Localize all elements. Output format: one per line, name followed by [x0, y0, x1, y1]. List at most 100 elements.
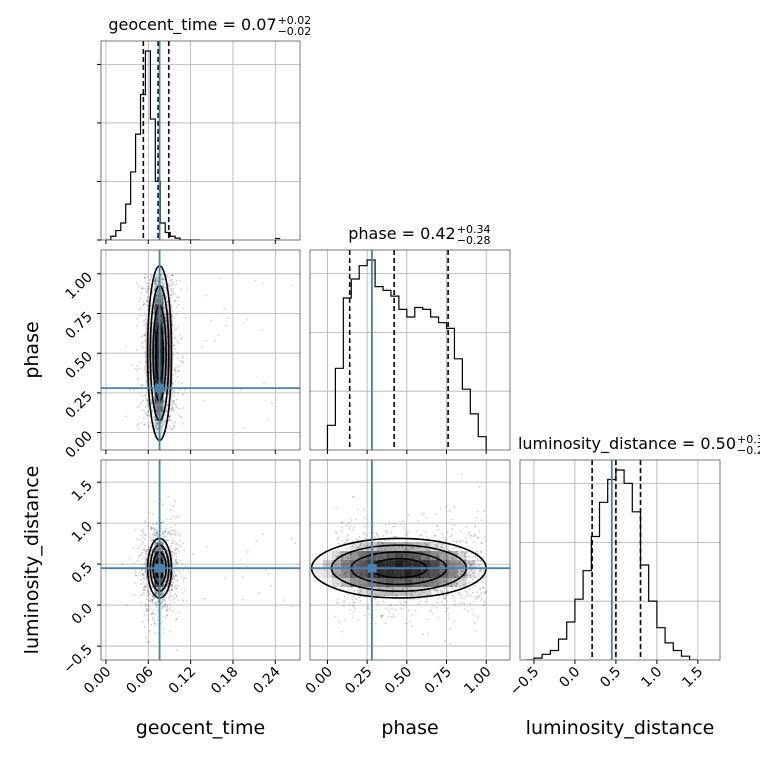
sample-point [364, 585, 367, 588]
sample-point [165, 609, 168, 611]
sample-point [174, 500, 177, 503]
sample-point [170, 294, 173, 297]
sample-point [473, 600, 475, 603]
sample-point [479, 559, 482, 562]
sample-point [148, 630, 151, 632]
sample-point [151, 533, 154, 536]
sample-point [156, 532, 159, 534]
sample-point [135, 349, 138, 352]
sample-point [386, 532, 389, 535]
sample-point [479, 570, 482, 573]
sample-point [151, 599, 154, 602]
sample-point [168, 284, 171, 287]
sample-point [405, 533, 408, 536]
sample-point [426, 597, 429, 600]
sample-point [150, 363, 153, 366]
sample-point [138, 300, 141, 302]
density-cell [421, 587, 431, 597]
density-cell [349, 560, 359, 570]
sample-point [454, 600, 456, 603]
sample-point [143, 368, 146, 371]
sample-point [179, 570, 181, 573]
sample-point [358, 535, 361, 538]
sample-point [419, 600, 422, 603]
sample-point [347, 570, 349, 573]
sample-point [458, 565, 461, 568]
sample-point [456, 540, 458, 543]
sample-point [163, 283, 165, 286]
sample-point [171, 281, 174, 284]
density-cell [412, 551, 422, 561]
sample-point [480, 568, 483, 571]
sample-point [163, 281, 166, 284]
sample-point [153, 280, 156, 283]
sample-point [414, 609, 417, 612]
sample-point [167, 282, 170, 285]
sample-point [334, 585, 337, 588]
sample-point [145, 291, 148, 293]
sample-point [472, 562, 475, 565]
sample-point [416, 541, 419, 544]
sample-point [470, 564, 473, 566]
sample-point [350, 553, 352, 556]
sample-point [357, 591, 360, 594]
sample-point [175, 574, 177, 577]
sample-point [161, 407, 164, 409]
truth-marker [367, 563, 377, 573]
sample-point [381, 542, 384, 545]
sample-point [174, 565, 177, 567]
sample-point [137, 555, 140, 558]
sample-point [168, 589, 171, 591]
sample-point [153, 528, 156, 531]
sample-point [164, 317, 167, 320]
sample-point [170, 526, 173, 529]
sample-point [168, 417, 171, 420]
sample-point [335, 530, 337, 533]
sample-point [172, 530, 174, 533]
sample-point [455, 546, 457, 549]
sample-point [178, 415, 181, 417]
sample-point [165, 604, 168, 607]
sample-point [461, 565, 464, 568]
sample-point [408, 620, 411, 623]
sample-point [165, 289, 167, 292]
sample-point [352, 495, 355, 498]
sample-point [383, 595, 386, 597]
sample-point [453, 576, 456, 579]
density-cell [331, 578, 341, 588]
sample-point [476, 559, 479, 562]
sample-point [429, 593, 432, 596]
sample-point [384, 524, 387, 526]
sample-point [267, 573, 270, 576]
sample-point [144, 520, 146, 522]
sample-point [407, 514, 410, 517]
sample-point [168, 276, 171, 278]
sample-point [336, 549, 339, 551]
sample-point [147, 619, 150, 622]
sample-point [150, 276, 153, 279]
sample-point [157, 293, 160, 296]
sample-point [141, 342, 144, 345]
sample-point [162, 296, 165, 299]
sample-point [163, 604, 166, 607]
sample-point [474, 534, 477, 537]
sample-point [147, 403, 150, 406]
sample-point [348, 603, 351, 605]
sample-point [454, 575, 456, 578]
sample-point [165, 546, 167, 548]
sample-point [175, 406, 178, 409]
sample-point [449, 572, 452, 575]
sample-point [474, 524, 477, 527]
sample-point [342, 557, 345, 559]
sample-point [460, 570, 463, 573]
sample-point [160, 409, 163, 412]
sample-point [166, 533, 169, 536]
sample-point [148, 367, 151, 369]
sample-point [460, 530, 462, 533]
sample-point [155, 410, 158, 413]
sample-point [380, 614, 383, 617]
sample-point [175, 543, 178, 546]
sample-point [181, 592, 184, 594]
sample-point [451, 528, 454, 530]
sample-point [351, 616, 354, 619]
